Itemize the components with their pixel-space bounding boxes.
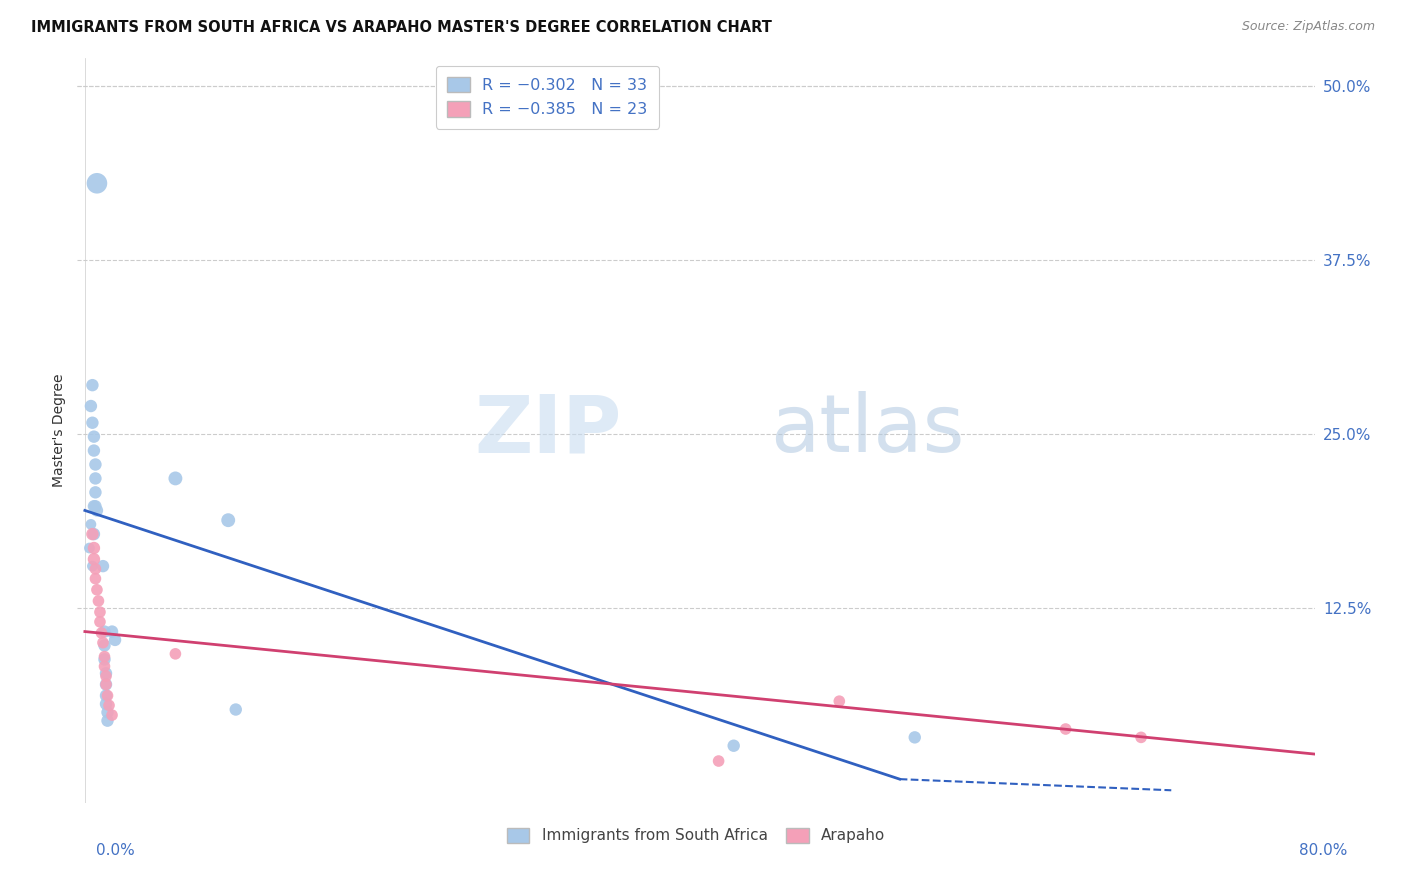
Point [101, 624, 124, 639]
Point [86, 503, 108, 517]
Point [96, 706, 118, 720]
Point [723, 739, 745, 753]
Point [82, 527, 104, 541]
Point [1054, 722, 1077, 736]
Point [94, 677, 117, 691]
Point [94, 689, 117, 703]
Point [80, 399, 103, 413]
Point [96, 714, 118, 728]
Point [90, 626, 112, 640]
Point [93, 649, 115, 664]
Point [80, 517, 103, 532]
Point [94, 697, 117, 711]
Point [86, 176, 108, 190]
Point [93, 652, 115, 666]
Point [86, 582, 108, 597]
Point [98, 698, 121, 713]
Point [225, 702, 247, 716]
Point [82, 378, 104, 392]
Point [83, 430, 105, 444]
Point [828, 694, 851, 708]
Point [94, 677, 117, 691]
Point [83, 443, 105, 458]
Text: 80.0%: 80.0% [1299, 843, 1347, 858]
Point [82, 559, 104, 574]
Point [87, 594, 110, 608]
Point [104, 632, 127, 647]
Y-axis label: Master's Degree: Master's Degree [52, 374, 66, 487]
Point [89, 605, 111, 619]
Point [165, 647, 187, 661]
Point [84, 572, 107, 586]
Point [93, 624, 115, 639]
Point [101, 708, 124, 723]
Point [1130, 731, 1153, 745]
Point [84, 562, 107, 576]
Point [91, 559, 114, 574]
Text: atlas: atlas [770, 392, 965, 469]
Point [84, 458, 107, 472]
Point [94, 666, 117, 681]
Point [94, 669, 117, 683]
Point [83, 527, 105, 541]
Point [91, 636, 114, 650]
Point [165, 471, 187, 485]
Point [904, 731, 927, 745]
Text: Source: ZipAtlas.com: Source: ZipAtlas.com [1241, 20, 1375, 33]
Text: ZIP: ZIP [474, 392, 621, 469]
Point [707, 754, 730, 768]
Legend: Immigrants from South Africa, Arapaho: Immigrants from South Africa, Arapaho [499, 821, 893, 851]
Point [84, 485, 107, 500]
Point [79, 541, 101, 555]
Point [96, 689, 118, 703]
Point [89, 615, 111, 629]
Point [83, 541, 105, 555]
Point [217, 513, 239, 527]
Point [93, 639, 115, 653]
Point [83, 500, 105, 514]
Text: 0.0%: 0.0% [96, 843, 135, 858]
Point [93, 659, 115, 673]
Text: IMMIGRANTS FROM SOUTH AFRICA VS ARAPAHO MASTER'S DEGREE CORRELATION CHART: IMMIGRANTS FROM SOUTH AFRICA VS ARAPAHO … [31, 20, 772, 35]
Point [84, 500, 107, 514]
Point [84, 471, 107, 485]
Point [82, 416, 104, 430]
Point [83, 552, 105, 566]
